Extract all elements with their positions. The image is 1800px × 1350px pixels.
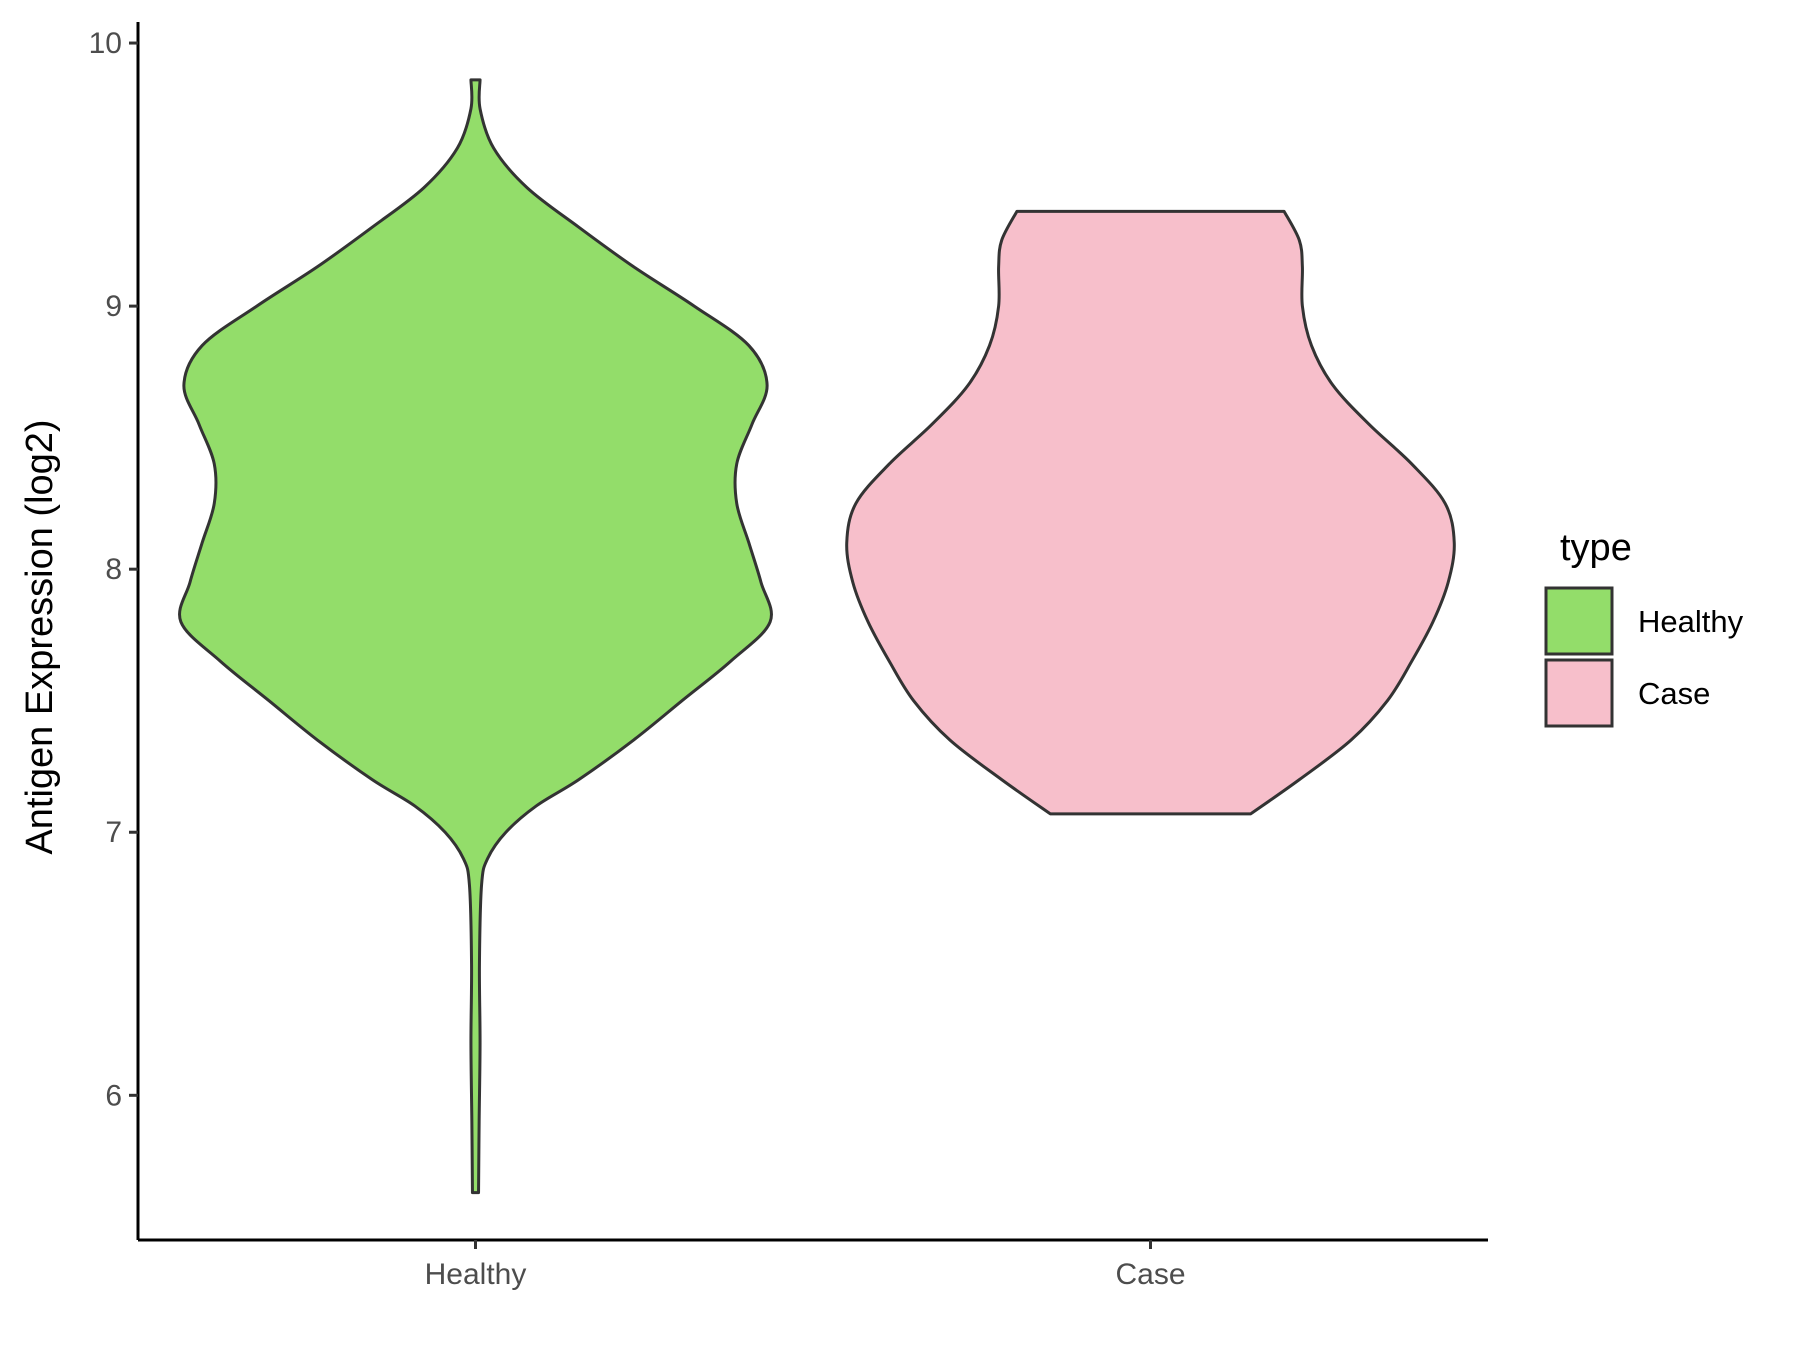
y-tick-label: 10 (89, 27, 122, 60)
x-tick-label: Case (1115, 1258, 1185, 1291)
violin-case (845, 209, 1456, 816)
y-tick-label: 7 (105, 816, 122, 849)
legend-key-case (1544, 658, 1614, 728)
x-tick-label: Healthy (425, 1258, 527, 1291)
legend-label: Healthy (1638, 604, 1744, 639)
y-axis: 6 7 8 9 10 (89, 22, 140, 1240)
violin-healthy (178, 78, 773, 1195)
plot-panel (178, 78, 1456, 1195)
y-tick-label: 6 (105, 1079, 122, 1112)
x-axis: Healthy Case (138, 1238, 1488, 1291)
legend-label: Case (1638, 676, 1710, 711)
legend: type Healthy Case (1544, 527, 1744, 728)
y-axis-title: Antigen Expression (log2) (19, 419, 61, 854)
legend-key-healthy (1544, 586, 1614, 656)
y-tick-label: 8 (105, 553, 122, 586)
legend-title: type (1560, 527, 1632, 569)
y-tick-label: 9 (105, 290, 122, 323)
